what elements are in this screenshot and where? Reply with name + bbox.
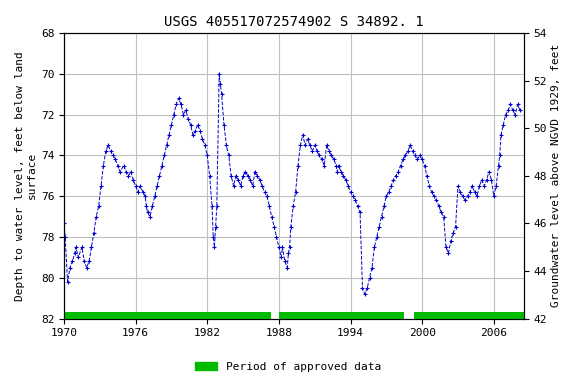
Legend: Period of approved data: Period of approved data	[191, 358, 385, 377]
Y-axis label: Groundwater level above NGVD 1929, feet: Groundwater level above NGVD 1929, feet	[551, 44, 561, 307]
Y-axis label: Depth to water level, feet below land
surface: Depth to water level, feet below land su…	[15, 51, 37, 301]
Title: USGS 405517072574902 S 34892. 1: USGS 405517072574902 S 34892. 1	[164, 15, 423, 29]
